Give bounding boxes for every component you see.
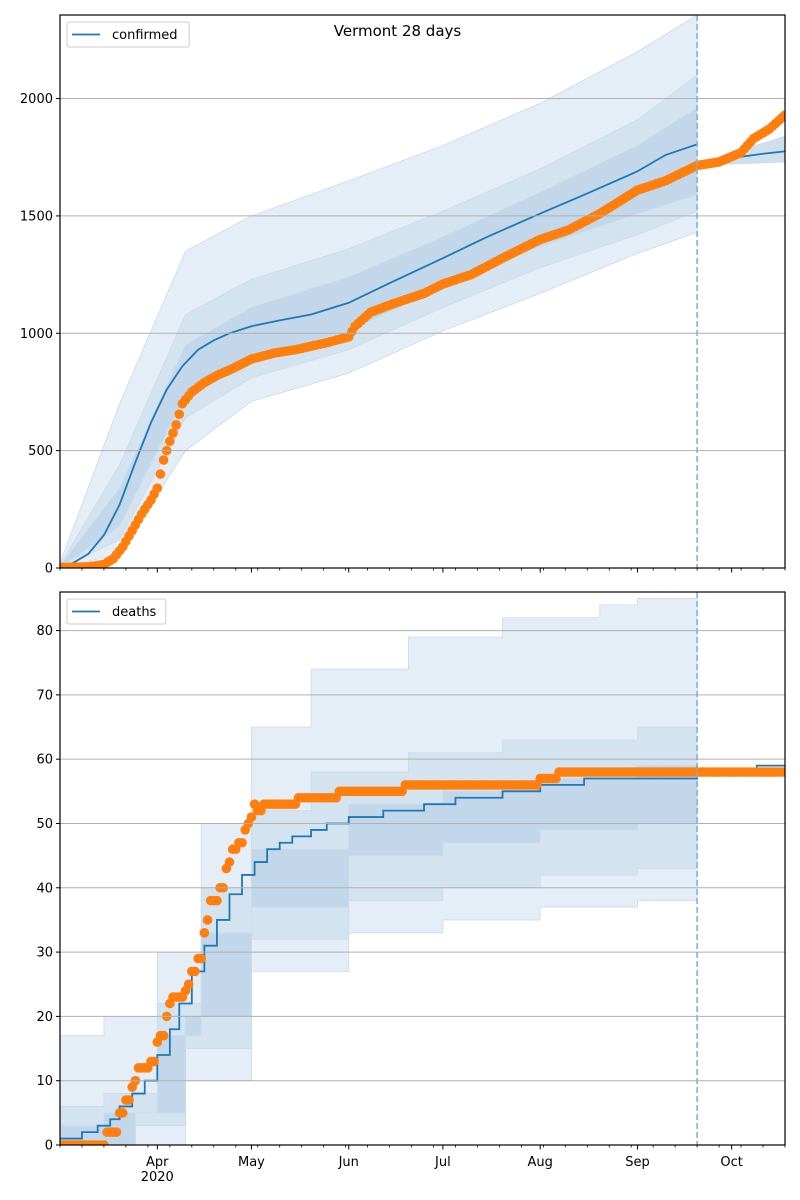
y-tick-label: 0 bbox=[45, 562, 53, 577]
data-point bbox=[111, 1127, 122, 1137]
series-line bbox=[60, 143, 698, 568]
data-point bbox=[246, 812, 257, 822]
data-point bbox=[124, 1095, 134, 1105]
data-point bbox=[149, 1056, 159, 1067]
observed-points bbox=[60, 767, 785, 1145]
band-forecast-interval bbox=[697, 739, 785, 773]
data-point bbox=[174, 409, 185, 420]
chart-title: Vermont 28 days bbox=[334, 22, 462, 40]
x-tick-label: 2020 bbox=[141, 1170, 174, 1185]
legend: deaths bbox=[66, 598, 167, 625]
data-point bbox=[196, 953, 207, 964]
x-tick-label: Sep bbox=[625, 1155, 650, 1170]
axes-frame bbox=[59, 591, 786, 1146]
data-point bbox=[237, 837, 247, 848]
data-point bbox=[158, 455, 169, 465]
legend: confirmed bbox=[66, 21, 190, 48]
data-point bbox=[224, 857, 235, 867]
x-tick-label: May bbox=[238, 1155, 265, 1170]
data-point bbox=[155, 469, 166, 479]
y-tick-label: 2000 bbox=[20, 92, 53, 107]
legend-label: confirmed bbox=[112, 28, 178, 43]
data-point bbox=[117, 1108, 128, 1118]
panel-confirmed: 0 500 1000 1500 2000 Vermont 28 days confirmed bbox=[20, 14, 786, 577]
y-tick-label: 70 bbox=[36, 688, 53, 703]
data-point bbox=[158, 1030, 169, 1041]
x-tick-label: Aug bbox=[527, 1155, 552, 1170]
data-point bbox=[183, 979, 194, 990]
data-point bbox=[165, 436, 175, 447]
data-point bbox=[202, 915, 213, 925]
x-tick-label: Apr bbox=[146, 1155, 169, 1170]
axes-frame bbox=[59, 14, 786, 569]
data-point bbox=[212, 895, 222, 906]
y-tick-label: 60 bbox=[36, 753, 53, 768]
data-point bbox=[780, 110, 785, 120]
y-tick-label: 1000 bbox=[20, 327, 53, 342]
data-point bbox=[168, 428, 178, 438]
y-tick-label: 80 bbox=[36, 624, 53, 639]
data-point bbox=[780, 767, 785, 777]
y-tick-label: 1500 bbox=[20, 209, 53, 224]
x-tick-label: Jul bbox=[434, 1155, 451, 1170]
y-tick-label: 0 bbox=[45, 1139, 53, 1154]
data-point bbox=[152, 483, 163, 493]
legend-box bbox=[66, 21, 190, 48]
y-tick-label: 20 bbox=[36, 1010, 53, 1025]
y-tick-label: 30 bbox=[36, 946, 53, 961]
data-point bbox=[99, 1140, 109, 1145]
plot-area bbox=[60, 15, 785, 568]
data-point bbox=[171, 420, 181, 430]
legend-label: deaths bbox=[112, 605, 157, 620]
data-point bbox=[190, 966, 200, 977]
x-tick-label: Oct bbox=[720, 1155, 742, 1170]
y-tick-label: 40 bbox=[36, 881, 53, 896]
plot-area bbox=[60, 592, 785, 1145]
observed-points bbox=[60, 110, 785, 568]
y-tick-label: 50 bbox=[36, 817, 53, 832]
y-tick-label: 10 bbox=[36, 1074, 53, 1089]
legend-box bbox=[66, 598, 167, 625]
x-tick-label: Jun bbox=[338, 1155, 359, 1170]
y-tick-label: 500 bbox=[28, 444, 53, 459]
data-point bbox=[199, 928, 210, 938]
